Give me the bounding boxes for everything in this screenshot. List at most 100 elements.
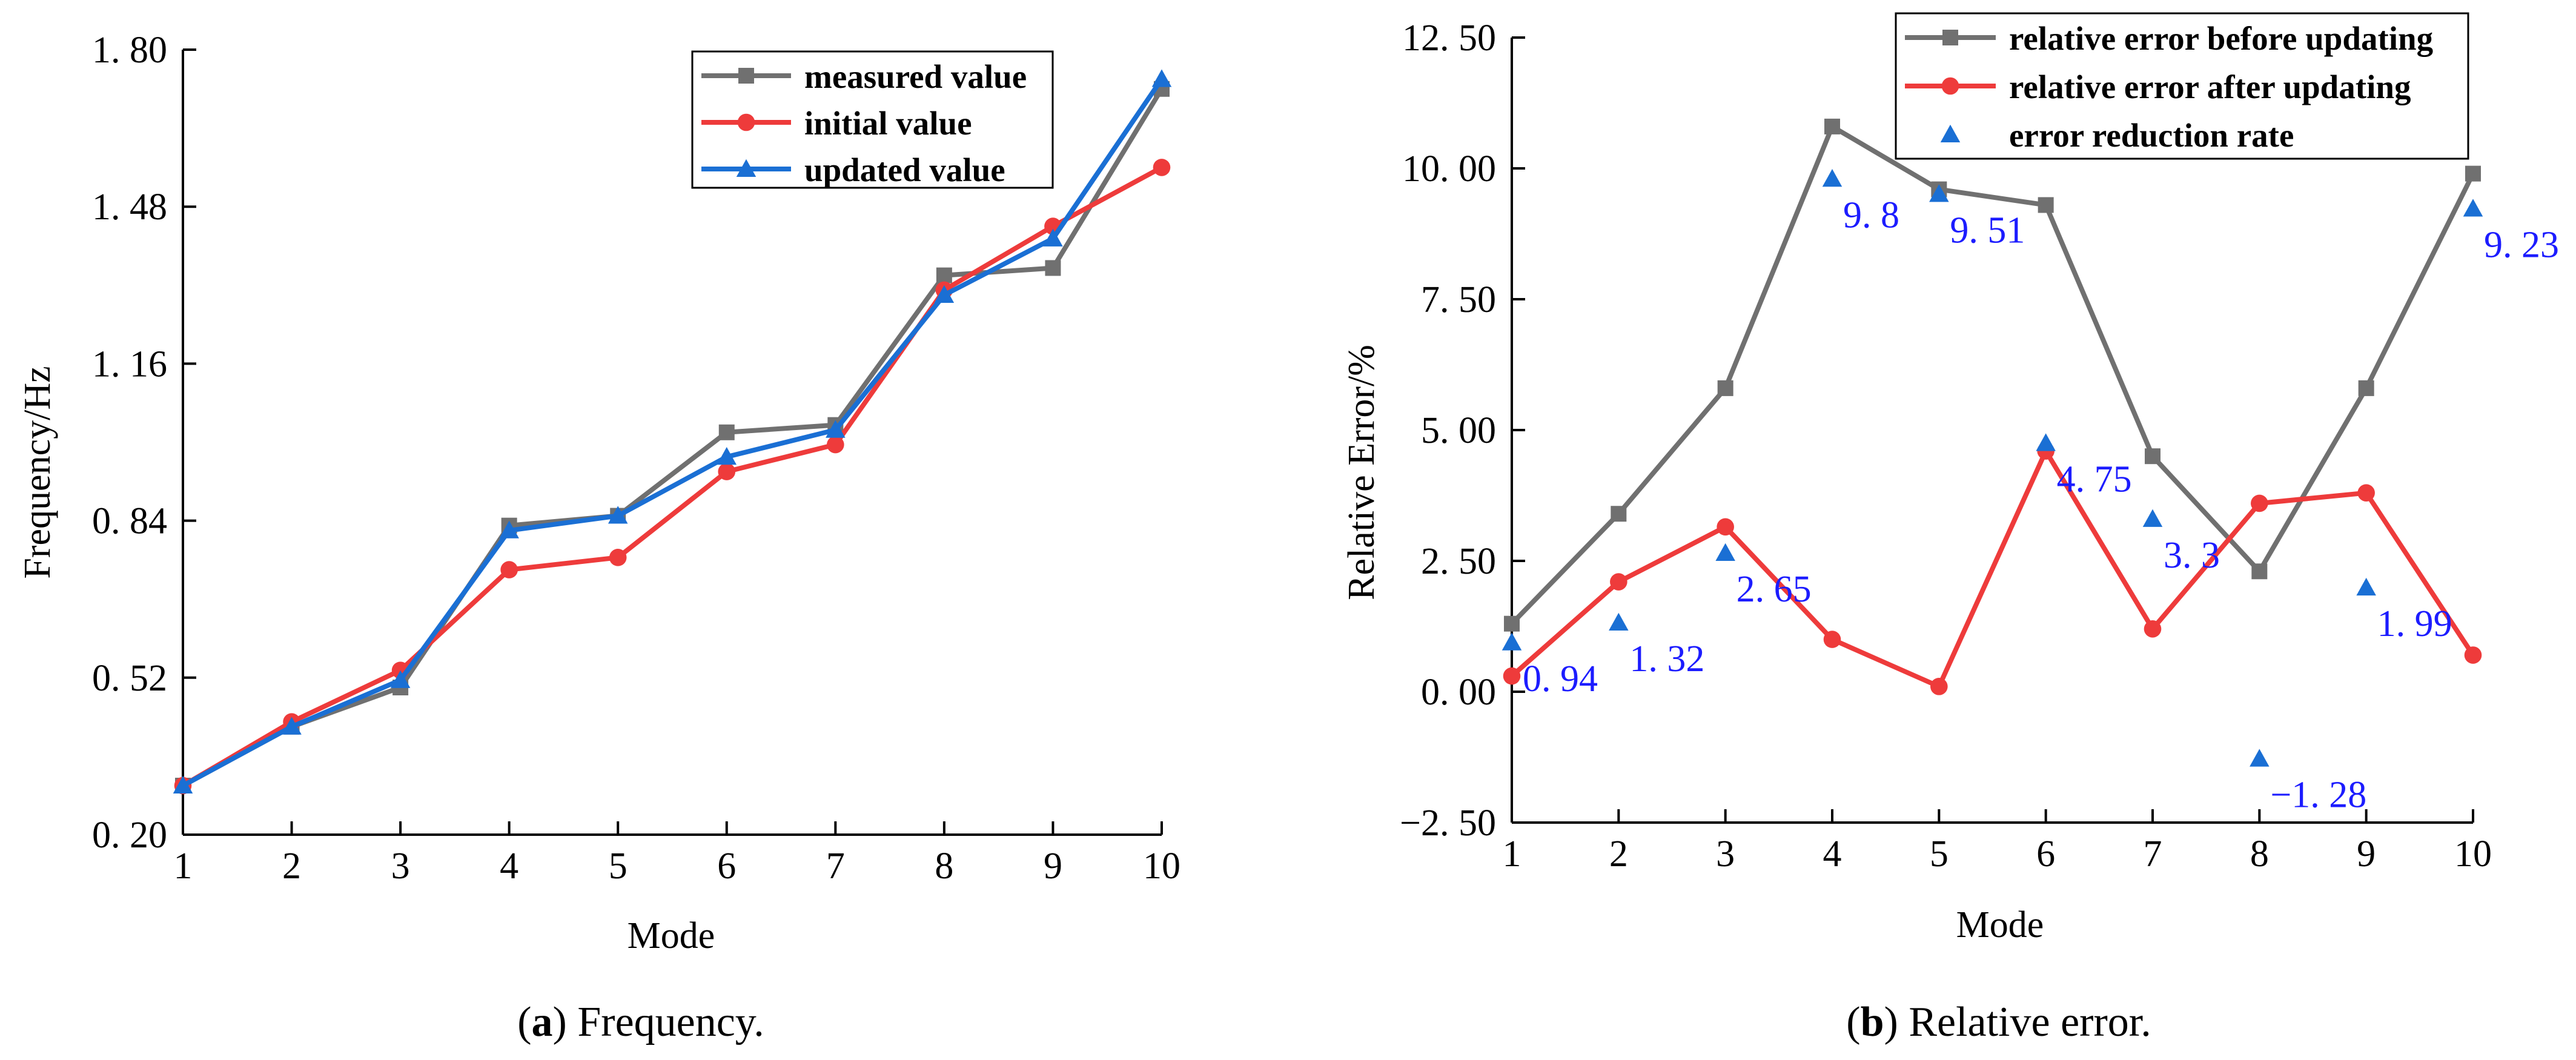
chart-a-y-tick-label: 1. 48 [92, 187, 167, 228]
chart-b-data-point [1502, 632, 1522, 651]
caption-b-text: Relative error. [1909, 999, 2151, 1045]
caption-a-letter: a [532, 999, 553, 1045]
chart-b-legend-marker [1942, 30, 1958, 45]
chart-b-data-point [1609, 612, 1629, 631]
chart-a-y-tick-label: 0. 52 [92, 658, 167, 699]
chart-b-x-tick-label: 1 [1503, 833, 1521, 875]
chart-b-data-point [2145, 448, 2160, 465]
chart-a-x-tick-label: 3 [391, 846, 410, 887]
chart-b-data-point [1930, 678, 1948, 695]
chart-b-data-label: 3. 3 [2164, 535, 2220, 576]
chart-a-x-tick-label: 4 [500, 846, 518, 887]
chart-b-x-tick-label: 10 [2454, 833, 2492, 875]
chart-a-data-point [718, 424, 735, 440]
chart-b-legend-label: relative error before updating [2009, 20, 2433, 57]
chart-a-x-tick-label: 7 [826, 846, 845, 887]
chart-b-x-tick-label: 8 [2250, 833, 2269, 875]
chart-a-data-point [1151, 69, 1172, 87]
chart-b-y-tick-label: 7. 50 [1421, 279, 1496, 320]
chart-a-series-triangle [173, 69, 1172, 793]
chart-a-y-tick-label: 0. 20 [92, 815, 167, 856]
chart-a-x-axis-label: Mode [627, 915, 715, 956]
chart-a-x-tick-label: 8 [935, 846, 953, 887]
chart-b-data-point [1503, 667, 1521, 685]
chart-b-series-line [1510, 448, 2475, 689]
chart-b-data-point [2464, 646, 2482, 664]
chart-a-legend-label: initial value [804, 105, 972, 142]
chart-b-relative-error: 1 2 3 4 5 6 7 8 9 10 −2. 50 0. 00 2. 50 5. 00 7. 50 10.… [1341, 12, 2559, 946]
chart-a-series-line [182, 87, 1164, 788]
caption-b-letter: b [1861, 999, 1884, 1045]
chart-b-data-label: 9. 51 [1950, 210, 2025, 251]
chart-b-data-label: −1. 28 [2270, 775, 2366, 816]
chart-b-y-tick-label: 5. 00 [1421, 410, 1496, 451]
chart-b-y-tick-label: 10. 00 [1402, 148, 1496, 190]
chart-a-data-point [936, 267, 952, 283]
chart-a-data-point [609, 549, 627, 566]
chart-b-series-square [1504, 118, 2481, 632]
chart-b-x-tick-label: 2 [1609, 833, 1628, 875]
chart-b-y-tick-label: 2. 50 [1421, 541, 1496, 582]
chart-b-data-label: 9. 8 [1843, 194, 1899, 236]
chart-a-y-axis-label: Frequency/Hz [17, 366, 58, 578]
chart-b-data-point [1715, 543, 1735, 561]
chart-b-data-point [2358, 380, 2374, 396]
chart-a-legend-label: measured value [804, 58, 1027, 95]
chart-a-data-point [1153, 159, 1171, 176]
chart-b-axes: 1 2 3 4 5 6 7 8 9 10 −2. 50 0. 00 2. 50 5. 00 7. 50 10.… [1400, 18, 2492, 875]
chart-b-data-point [1824, 118, 1840, 134]
chart-a-data-point [1043, 228, 1063, 247]
chart-a-legend-item: updated value [701, 151, 1005, 188]
chart-b-data-point [2465, 165, 2481, 182]
chart-a-data-point [499, 520, 519, 538]
chart-a-x-tick-label: 6 [717, 846, 736, 887]
chart-b-legend-marker [1940, 124, 1961, 142]
chart-b-series-triangle: 0. 94 1. 32 2. 65 9. 8 9. 51 4. 75 3. 3 −1. 28 1… [1502, 169, 2559, 816]
chart-a-data-point [718, 463, 736, 480]
chart-b-data-point [1823, 631, 1841, 648]
chart-a-data-point [173, 775, 193, 793]
chart-a-series-line [181, 165, 1163, 788]
chart-b-x-tick-label: 9 [2357, 833, 2376, 875]
chart-b-x-tick-label: 4 [1823, 833, 1842, 875]
chart-a-legend-item: initial value [701, 105, 972, 142]
chart-b-data-point [1504, 615, 1520, 632]
chart-b-series-circle [1503, 442, 2482, 695]
chart-a-data-point [934, 285, 955, 303]
chart-b-legend-item: relative error after updating [1905, 68, 2411, 105]
chart-a-y-tick-label: 0. 84 [92, 501, 167, 542]
chart-a-legend-marker [738, 68, 754, 84]
chart-a-legend-item: measured value [701, 58, 1027, 95]
chart-b-data-point [2036, 433, 2056, 451]
chart-b-data-point [1610, 573, 1627, 591]
chart-a-x-tick-label: 9 [1044, 846, 1062, 887]
chart-b-data-point [1611, 506, 1627, 522]
chart-a-legend-label: updated value [804, 151, 1005, 188]
chart-b-data-label: 0. 94 [1523, 658, 1598, 700]
chart-b-x-axis-label: Mode [1956, 904, 2044, 946]
chart-b-legend-marker [1941, 77, 1959, 95]
chart-a-frequency: 1 2 3 4 5 6 7 8 9 10 0. 20 0. 52 0. 84 1. 16 1. 48 1. 8… [17, 30, 1180, 956]
chart-b-data-point [1929, 184, 1949, 202]
chart-b-data-point [2144, 620, 2162, 638]
chart-b-x-tick-label: 5 [1930, 833, 1949, 875]
chart-b-y-tick-label: −2. 50 [1400, 803, 1496, 844]
chart-b-y-tick-label: 12. 50 [1402, 18, 1496, 59]
chart-a-data-point [1045, 260, 1061, 276]
chart-b-legend-item: error reduction rate [1940, 117, 2294, 154]
chart-b-x-tick-label: 6 [2036, 833, 2055, 875]
chart-b-data-label: 1. 32 [1629, 638, 1704, 680]
chart-b-legend-label: error reduction rate [2009, 117, 2294, 154]
chart-b-y-axis-label: Relative Error/% [1341, 345, 1382, 600]
chart-b-data-label: 9. 23 [2484, 225, 2559, 266]
caption-a: (a) Frequency. [517, 999, 764, 1045]
chart-a-x-tick-label: 5 [609, 846, 627, 887]
caption-b: (b) Relative error. [1846, 999, 2151, 1045]
chart-b-y-tick-label: 0. 00 [1421, 672, 1496, 713]
chart-b-series-line [1510, 124, 2475, 626]
chart-a-series-line [182, 78, 1164, 788]
chart-b-data-point [2251, 494, 2268, 512]
chart-b-data-point [2250, 749, 2270, 767]
